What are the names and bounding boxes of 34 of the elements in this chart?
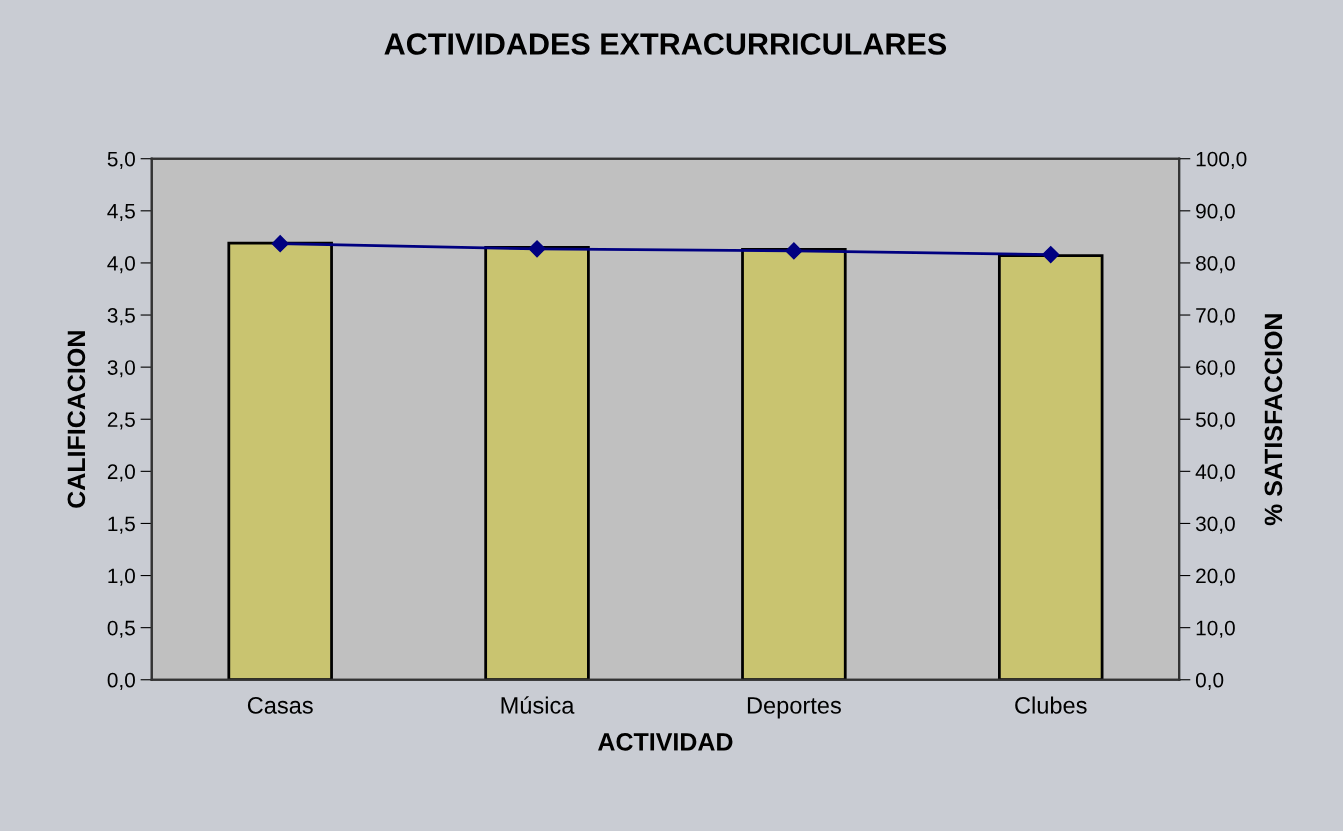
y-tick-label: 1,5 [108, 516, 135, 534]
y-tick-label: 4,0 [107, 255, 135, 274]
chart-title: ACTIVIDADES EXTRACURRICULARES [384, 33, 947, 55]
x-tick-label: Casas [247, 697, 313, 714]
y-tick-label: 2,5 [107, 412, 135, 430]
y2-tick-label: 0,0 [1195, 672, 1224, 690]
y2-tick-label: 30,0 [1195, 516, 1235, 534]
y2-tick-label: 70,0 [1196, 308, 1235, 326]
y2-tick-label: 20,0 [1196, 568, 1235, 586]
y-tick-label: 2,0 [107, 464, 135, 482]
x-tick-label: Deportes [747, 697, 841, 719]
y-tick-label: 1,0 [108, 568, 135, 586]
y2-tick-label: 80,0 [1196, 255, 1235, 274]
y-tick-label: 4,5 [107, 204, 135, 222]
x-tick-label: Clubes [1015, 696, 1087, 714]
y-tick-label: 0,5 [107, 620, 135, 638]
x-axis-title: ACTIVIDAD [598, 732, 733, 751]
y-tick-label: 5,0 [107, 151, 135, 169]
point [271, 235, 289, 253]
y-tick-label: 3,5 [107, 308, 135, 326]
y-axis-title: CALIFICACION [67, 331, 86, 508]
point [528, 240, 546, 258]
y2-tick-label: 10,0 [1196, 620, 1235, 638]
y2-tick-label: 90,0 [1196, 203, 1235, 222]
x-tick-label: Música [501, 696, 575, 714]
y2-axis-title: % SATISFACCION [1264, 314, 1283, 526]
y2-tick-label: 40,0 [1195, 464, 1235, 482]
y-tick-label: 0,0 [107, 672, 135, 690]
point [1042, 246, 1060, 264]
y2-tick-label: 60,0 [1196, 360, 1235, 378]
point [785, 242, 803, 260]
y2-tick-label: 50,0 [1195, 412, 1235, 430]
y2-tick-label: 100,0 [1196, 151, 1247, 169]
y-tick-label: 3,0 [107, 360, 135, 378]
